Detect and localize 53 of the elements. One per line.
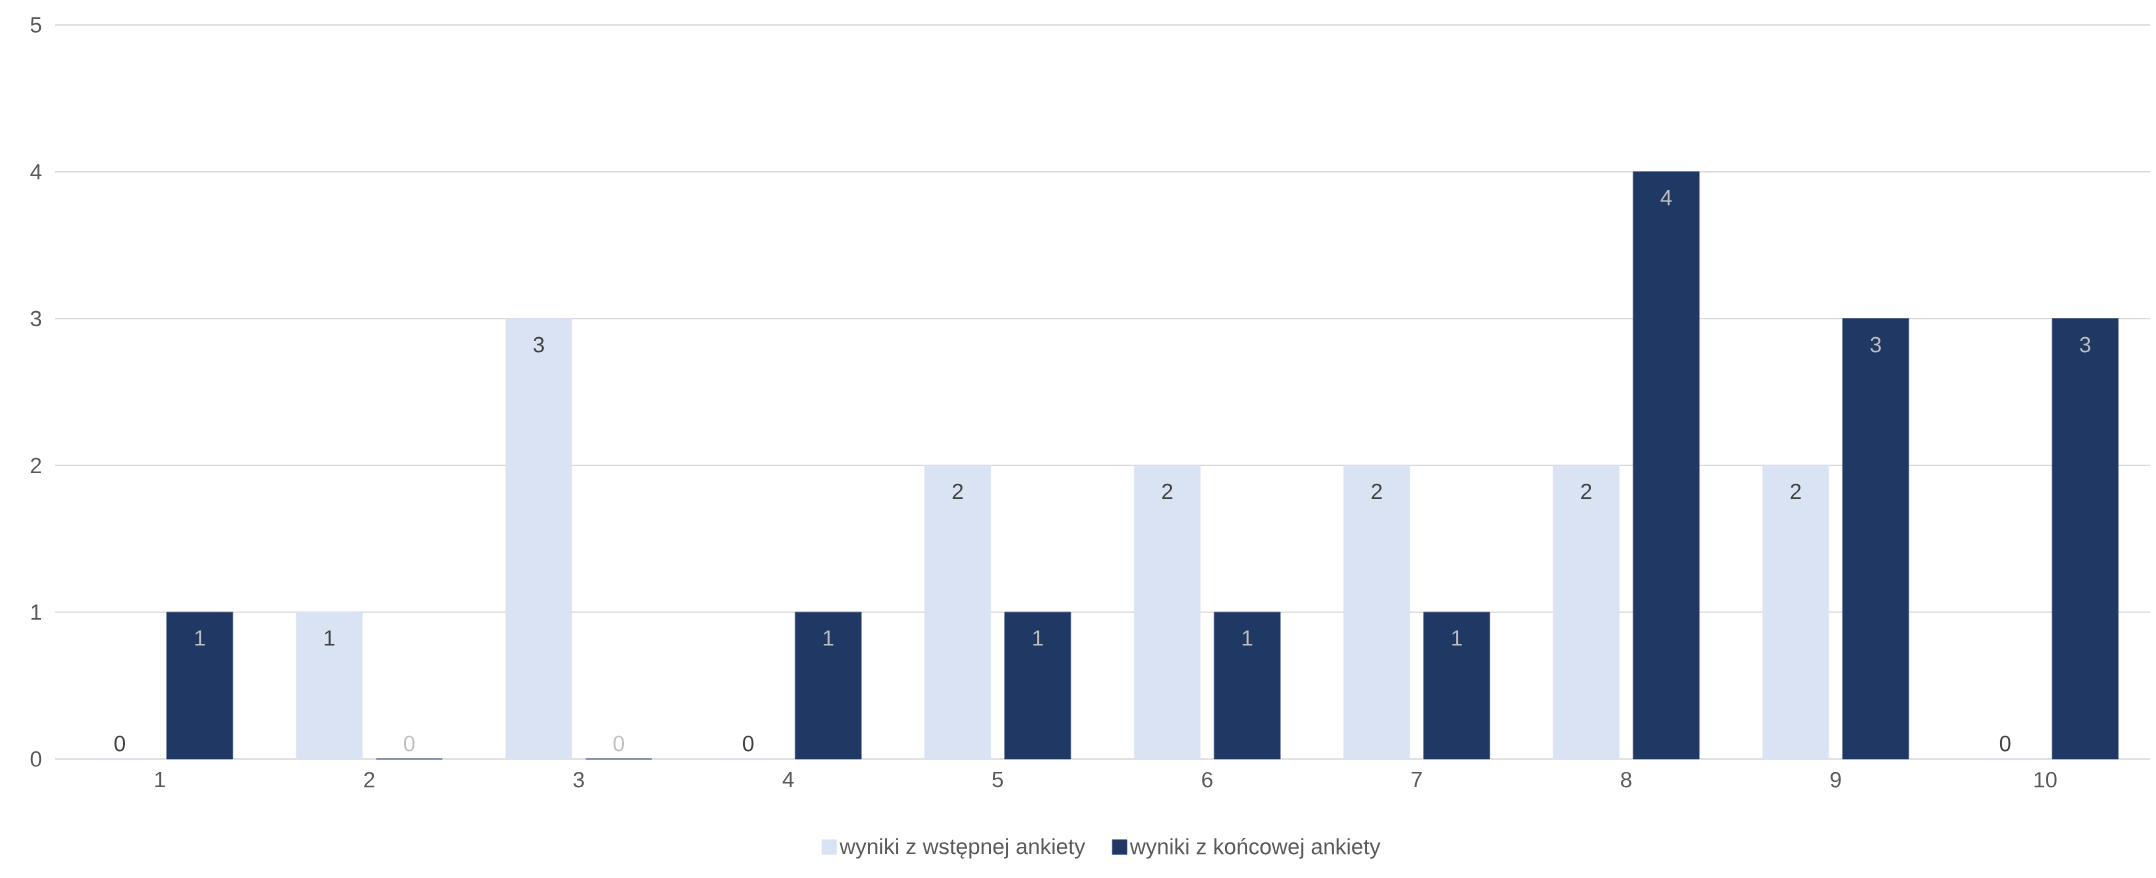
bar bbox=[1343, 465, 1410, 760]
bar bbox=[1423, 611, 1490, 760]
bar bbox=[166, 611, 234, 760]
x-tick-label: 6 bbox=[1202, 771, 1213, 788]
bar bbox=[924, 465, 991, 760]
x-tick-label: 9 bbox=[1830, 771, 1841, 788]
data-label: 1 bbox=[324, 630, 335, 646]
y-tick-label: 4 bbox=[30, 164, 42, 180]
data-label: 2 bbox=[1371, 483, 1382, 500]
data-label: 0 bbox=[613, 735, 625, 752]
data-label: 1 bbox=[195, 630, 205, 646]
data-label: 0 bbox=[742, 735, 754, 752]
data-label: 3 bbox=[1870, 336, 1881, 353]
y-tick-label: 3 bbox=[30, 310, 42, 327]
legend-label: wyniki z końcowej ankiety bbox=[1129, 837, 1381, 859]
x-tick-label: 7 bbox=[1411, 771, 1422, 788]
data-label: 2 bbox=[1581, 483, 1592, 500]
y-tick-label: 2 bbox=[30, 457, 41, 474]
data-label: 0 bbox=[114, 735, 126, 752]
data-label: 1 bbox=[1242, 630, 1253, 646]
bar bbox=[505, 318, 573, 760]
x-tick-label: 5 bbox=[992, 771, 1003, 788]
bar bbox=[295, 611, 363, 760]
bar bbox=[1004, 611, 1071, 760]
data-label: 4 bbox=[1660, 190, 1672, 206]
x-tick-label: 10 bbox=[2034, 771, 2057, 788]
data-label: 0 bbox=[1999, 735, 2011, 752]
bar bbox=[1842, 318, 1909, 760]
bar bbox=[1552, 465, 1620, 760]
bar bbox=[1133, 465, 1201, 760]
y-tick-label: 1 bbox=[31, 604, 42, 620]
x-tick-label: 4 bbox=[782, 771, 794, 788]
bar bbox=[1632, 171, 1700, 760]
data-label: 2 bbox=[1162, 483, 1173, 500]
bar bbox=[2051, 318, 2119, 760]
data-label: 1 bbox=[1033, 630, 1043, 646]
x-tick-label: 8 bbox=[1621, 771, 1632, 788]
data-label: 1 bbox=[1452, 630, 1462, 646]
x-tick-label: 3 bbox=[573, 771, 584, 788]
data-label: 1 bbox=[823, 630, 834, 646]
data-label: 3 bbox=[533, 336, 544, 353]
data-label: 3 bbox=[2079, 336, 2091, 353]
x-tick-label: 1 bbox=[155, 771, 165, 788]
data-label: 2 bbox=[952, 483, 963, 500]
data-label: 2 bbox=[1790, 483, 1801, 500]
y-tick-label: 5 bbox=[30, 17, 42, 33]
x-tick-label: 2 bbox=[364, 771, 375, 788]
y-tick-label: 0 bbox=[30, 751, 42, 767]
bar bbox=[1213, 611, 1281, 760]
bar bbox=[1762, 465, 1829, 760]
legend-label: wyniki z wstępnej ankiety bbox=[839, 838, 1086, 859]
data-label: 0 bbox=[403, 735, 415, 752]
bar bbox=[794, 611, 862, 760]
